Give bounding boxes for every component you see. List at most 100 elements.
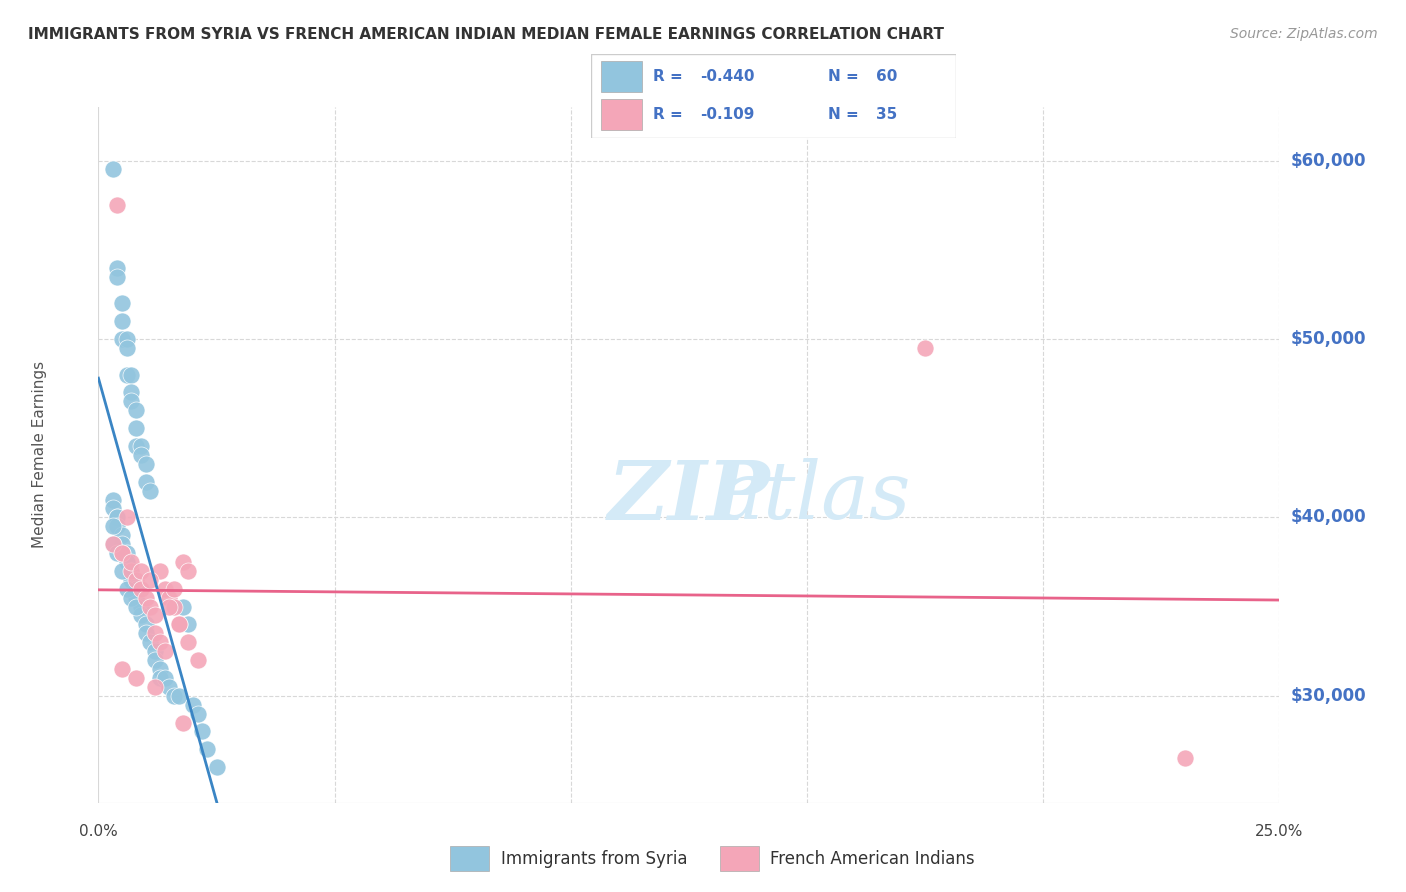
Point xyxy=(139,599,162,614)
Point xyxy=(121,368,143,382)
Point xyxy=(129,448,152,462)
Point xyxy=(101,492,124,507)
Bar xyxy=(602,62,641,92)
Point xyxy=(143,626,166,640)
Point xyxy=(111,564,134,578)
Point xyxy=(115,582,138,596)
Point xyxy=(105,519,128,533)
Text: atlas: atlas xyxy=(716,458,911,535)
Point xyxy=(914,341,936,355)
Point xyxy=(125,671,148,685)
Point xyxy=(129,439,152,453)
Point xyxy=(181,698,204,712)
Point xyxy=(121,385,143,400)
Point xyxy=(101,537,124,551)
Point xyxy=(115,368,138,382)
Point xyxy=(115,546,138,560)
Point xyxy=(125,599,148,614)
Point xyxy=(139,483,162,498)
Point xyxy=(157,680,180,694)
Point xyxy=(121,573,143,587)
Point xyxy=(157,591,180,605)
Point xyxy=(111,296,134,310)
Text: ZIP: ZIP xyxy=(607,457,770,537)
FancyBboxPatch shape xyxy=(591,54,956,138)
Point xyxy=(111,546,134,560)
Text: 0.0%: 0.0% xyxy=(79,824,118,839)
Point xyxy=(105,510,128,524)
Point xyxy=(135,457,157,471)
Point xyxy=(101,519,124,533)
Point xyxy=(101,162,124,177)
Bar xyxy=(602,99,641,130)
Text: -0.440: -0.440 xyxy=(700,69,755,84)
Point xyxy=(143,653,166,667)
Point xyxy=(149,564,172,578)
Point xyxy=(115,332,138,346)
Point xyxy=(115,510,138,524)
Point xyxy=(135,591,157,605)
Text: 35: 35 xyxy=(876,107,897,122)
Point xyxy=(172,599,194,614)
Text: $50,000: $50,000 xyxy=(1291,330,1367,348)
Bar xyxy=(720,847,759,871)
Point xyxy=(149,662,172,676)
Text: N =: N = xyxy=(828,69,865,84)
Point xyxy=(121,555,143,569)
Text: $30,000: $30,000 xyxy=(1291,687,1367,705)
Point xyxy=(205,760,228,774)
Text: French American Indians: French American Indians xyxy=(770,849,976,868)
Point xyxy=(153,671,176,685)
Bar xyxy=(450,847,489,871)
Point xyxy=(115,555,138,569)
Text: $60,000: $60,000 xyxy=(1291,152,1367,169)
Point xyxy=(125,439,148,453)
Point xyxy=(121,591,143,605)
Point xyxy=(121,394,143,409)
Point xyxy=(135,626,157,640)
Point xyxy=(125,573,148,587)
Point xyxy=(187,706,209,721)
Point xyxy=(125,421,148,435)
Point xyxy=(167,689,190,703)
Point xyxy=(111,332,134,346)
Text: 60: 60 xyxy=(876,69,897,84)
Point xyxy=(139,573,162,587)
Point xyxy=(125,591,148,605)
Text: Immigrants from Syria: Immigrants from Syria xyxy=(501,849,688,868)
Point xyxy=(105,510,128,524)
Point xyxy=(143,644,166,658)
Text: 25.0%: 25.0% xyxy=(1256,824,1303,839)
Point xyxy=(177,635,200,649)
Point xyxy=(153,644,176,658)
Text: R =: R = xyxy=(652,69,688,84)
Point xyxy=(105,260,128,275)
Point xyxy=(121,564,143,578)
Point xyxy=(111,546,134,560)
Point xyxy=(129,608,152,623)
Point xyxy=(143,680,166,694)
Point xyxy=(129,564,152,578)
Point xyxy=(111,314,134,328)
Point xyxy=(139,635,162,649)
Point xyxy=(177,617,200,632)
Point xyxy=(129,599,152,614)
Point xyxy=(105,198,128,212)
Point xyxy=(135,475,157,489)
Point xyxy=(177,564,200,578)
Point xyxy=(101,501,124,516)
Point xyxy=(105,546,128,560)
Point xyxy=(129,582,152,596)
Point xyxy=(167,617,190,632)
Point xyxy=(1174,751,1197,765)
Text: Median Female Earnings: Median Female Earnings xyxy=(32,361,46,549)
Point xyxy=(105,269,128,284)
Point xyxy=(111,662,134,676)
Point xyxy=(121,564,143,578)
Point xyxy=(153,582,176,596)
Text: -0.109: -0.109 xyxy=(700,107,755,122)
Point xyxy=(149,635,172,649)
Point xyxy=(149,671,172,685)
Text: $40,000: $40,000 xyxy=(1291,508,1367,526)
Point xyxy=(163,582,186,596)
